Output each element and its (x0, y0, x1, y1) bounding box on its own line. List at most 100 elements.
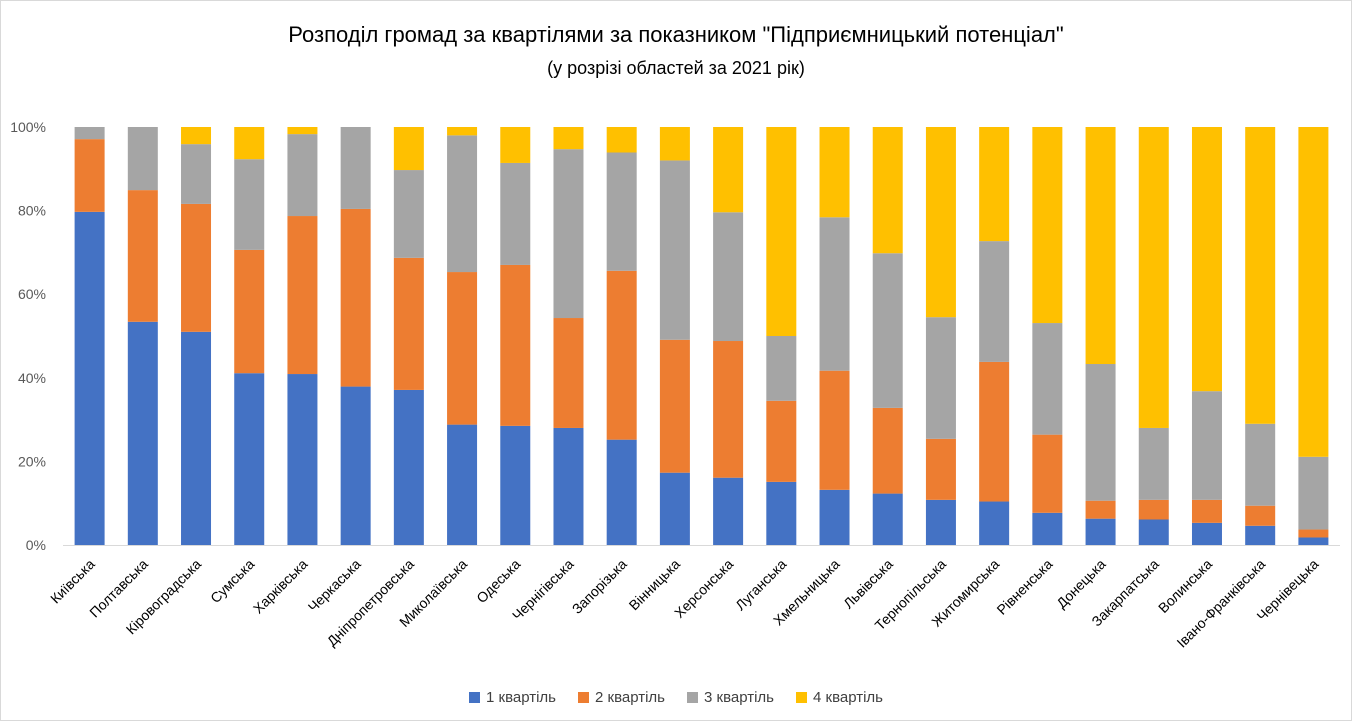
bar-segment-q1 (1298, 537, 1329, 545)
bar-segment-q3 (1138, 427, 1169, 500)
bar-segment-q1 (447, 424, 478, 545)
bar-segment-q1 (127, 321, 158, 545)
legend-label-q1: 1 квартіль (486, 689, 556, 706)
bar-segment-q2 (1191, 499, 1222, 523)
bar-segment-q3 (127, 127, 158, 191)
bar-segment-q1 (500, 425, 531, 545)
bar-segment-q2 (1085, 500, 1116, 519)
legend-label-q3: 3 квартіль (704, 689, 774, 706)
bar-segment-q2 (500, 264, 531, 426)
bar-segment-q1 (74, 211, 105, 545)
y-tick-label: 100% (10, 119, 46, 135)
bar-segment-q3 (553, 149, 584, 319)
bar-segment-q3 (713, 212, 744, 342)
bar-segment-q4 (872, 127, 903, 254)
bar-segment-q2 (74, 139, 105, 212)
bar-segment-q1 (1138, 519, 1169, 545)
bar-segment-q1 (979, 501, 1010, 545)
x-tick-label: Вінницька (626, 556, 684, 614)
bar-segment-q3 (393, 170, 424, 258)
bar-segment-q2 (393, 257, 424, 390)
bar-segment-q1 (1191, 522, 1222, 545)
bar-segment-q3 (1032, 323, 1063, 435)
bar-segment-q2 (819, 370, 850, 490)
x-tick-label: Запорізька (569, 556, 630, 617)
x-tick-label: Львівська (840, 556, 896, 612)
bar-segment-q1 (925, 499, 956, 545)
legend: 1 квартіль 2 квартіль 3 квартіль 4 кварт… (0, 689, 1352, 706)
bar-segment-q4 (606, 127, 637, 153)
x-tick-label: Івано-Франківська (1173, 556, 1268, 651)
chart-title: Розподіл громад за квартілями за показни… (288, 22, 1064, 47)
bar-segment-q3 (819, 217, 850, 371)
bar-segment-q3 (659, 160, 690, 340)
bar-segment-q3 (925, 317, 956, 439)
bar-segment-q3 (872, 253, 903, 408)
bar-segment-q2 (979, 361, 1010, 502)
bar-segment-q4 (1085, 127, 1116, 365)
bar-segment-q2 (447, 272, 478, 425)
legend-item: 3 квартіль (687, 689, 774, 706)
bar-segment-q3 (181, 144, 212, 204)
bar-segment-q2 (925, 438, 956, 500)
bar-segment-q4 (925, 127, 956, 318)
bar-segment-q1 (819, 489, 850, 545)
bar-segment-q2 (1245, 505, 1276, 526)
bar-segment-q3 (1191, 391, 1222, 500)
bar-segment-q1 (181, 331, 212, 545)
chart-subtitle: (у розрізі областей за 2021 рік) (547, 58, 805, 78)
x-tick-label: Київська (47, 556, 98, 607)
bar-segment-q3 (287, 134, 318, 217)
y-tick-label: 40% (18, 370, 46, 386)
legend-swatch-q3 (687, 692, 698, 703)
legend-item: 1 квартіль (469, 689, 556, 706)
x-tick-label: Луганська (732, 556, 790, 614)
bar-segment-q4 (713, 127, 744, 213)
bar-segment-q2 (234, 249, 265, 374)
legend-item: 4 квартіль (796, 689, 883, 706)
bar-segment-q1 (393, 389, 424, 545)
legend-swatch-q1 (469, 692, 480, 703)
bar-segment-q2 (872, 407, 903, 494)
y-tick-label: 20% (18, 453, 46, 469)
bar-segment-q4 (766, 127, 797, 336)
bar-segment-q4 (1245, 127, 1276, 424)
x-tick-label: Харківська (250, 556, 311, 617)
bar-segment-q4 (393, 127, 424, 171)
bar-segment-q1 (766, 481, 797, 545)
legend-label-q4: 4 квартіль (813, 689, 883, 706)
bar-segment-q3 (234, 159, 265, 250)
bar-segment-q1 (340, 386, 371, 545)
bar-segment-q4 (1191, 127, 1222, 392)
bar-segment-q4 (1298, 127, 1329, 457)
bar-segment-q4 (447, 127, 478, 136)
x-tick-label: Одеська (473, 556, 523, 606)
bar-segment-q4 (553, 127, 584, 150)
bar-segment-q3 (340, 127, 371, 209)
bar-segment-q2 (766, 400, 797, 482)
bar-segment-q2 (553, 318, 584, 428)
bar-segment-q1 (234, 373, 265, 545)
bar-segment-q4 (819, 127, 850, 218)
bar-segment-q3 (1245, 423, 1276, 506)
legend-label-q2: 2 квартіль (595, 689, 665, 706)
bar-segment-q1 (606, 439, 637, 545)
x-tick-label: Донецька (1053, 556, 1109, 612)
bar-segment-q2 (340, 208, 371, 387)
x-tick-label: Сумська (207, 556, 257, 606)
x-tick-label: Рівненська (993, 556, 1055, 618)
bar-segment-q3 (1298, 456, 1329, 530)
bar-segment-q2 (659, 339, 690, 473)
y-tick-label: 80% (18, 203, 46, 219)
bar-segment-q2 (606, 270, 637, 440)
bar-segment-q4 (287, 127, 318, 135)
y-tick-label: 60% (18, 286, 46, 302)
bar-segment-q4 (234, 127, 265, 160)
bar-segment-q2 (1032, 434, 1063, 513)
bar-segment-q1 (713, 477, 744, 545)
bar-segment-q3 (606, 152, 637, 271)
bar-segment-q1 (659, 472, 690, 545)
bar-segment-q1 (1245, 525, 1276, 545)
bar-segment-q1 (872, 493, 903, 545)
